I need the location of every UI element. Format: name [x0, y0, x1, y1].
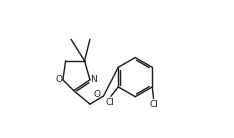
Text: Cl: Cl	[150, 100, 159, 109]
Text: O: O	[93, 90, 100, 99]
Text: Cl: Cl	[106, 98, 115, 107]
Text: N: N	[90, 75, 97, 84]
Text: O: O	[55, 75, 62, 84]
